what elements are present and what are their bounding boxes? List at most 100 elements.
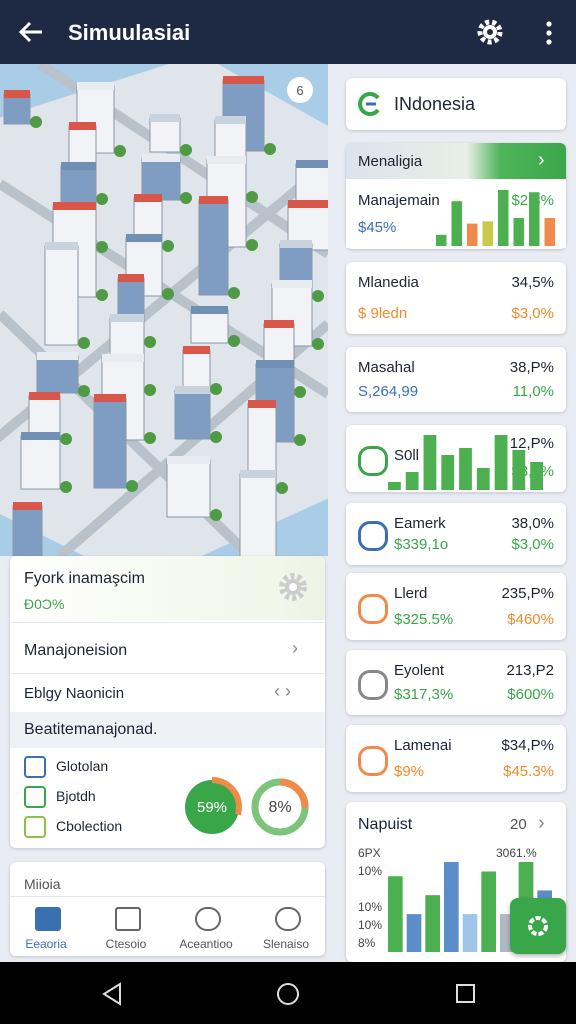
city-map[interactable]: 6 <box>0 64 328 556</box>
back-button[interactable] <box>18 20 44 44</box>
stat-sub: S,264,99 <box>358 383 419 400</box>
item-icon <box>24 756 46 778</box>
bar <box>529 192 540 246</box>
chart-label: 8% <box>358 936 376 950</box>
roof <box>13 502 42 510</box>
roof <box>45 242 78 250</box>
tree <box>276 482 288 494</box>
tree <box>180 144 192 156</box>
roof <box>134 194 162 202</box>
bottom-nav: Eeaoria Ctesoio Aceantioo Slenaiso <box>10 896 325 957</box>
stat-card[interactable]: Manajemain$2,8%$45% <box>346 180 566 248</box>
building <box>198 199 229 296</box>
stat-name: Mlanedia <box>358 274 419 291</box>
stat-sub-value: 11,0% <box>512 383 554 400</box>
roof <box>215 116 246 124</box>
building <box>190 309 229 344</box>
chart-label: 10% <box>358 900 383 914</box>
tree <box>114 145 126 157</box>
roof <box>77 82 114 90</box>
settings-button[interactable] <box>476 18 504 46</box>
roof <box>150 114 180 122</box>
stat-card[interactable]: Llerd 235,P% $325.5% $460% <box>346 573 566 640</box>
building <box>239 473 277 556</box>
tree <box>294 386 306 398</box>
stat-card[interactable]: Mlanedia 34,5% $ 9ledn $3,0% <box>346 262 566 334</box>
bar <box>451 201 462 246</box>
nav-label[interactable]: Ctesoio <box>105 937 147 951</box>
header-strip[interactable] <box>346 143 566 179</box>
brand-card[interactable]: INdonesia <box>346 78 566 130</box>
bar <box>467 223 478 246</box>
gauge-label: 59% <box>197 799 227 816</box>
map-badge: 6 <box>296 83 303 98</box>
menu-button[interactable] <box>544 20 554 46</box>
nav-icon[interactable] <box>195 907 221 931</box>
nav-icon[interactable] <box>35 907 61 931</box>
bar <box>530 462 543 490</box>
row[interactable] <box>10 622 325 674</box>
stat-card[interactable]: Lamenai $34,P% $9% $45.3% <box>346 725 566 792</box>
settings-icon[interactable] <box>278 572 308 602</box>
stat-sub: $ 9ledn <box>358 305 408 322</box>
stat-card[interactable]: Eyolent 213,P2 $317,3% $600% <box>346 650 566 715</box>
tree <box>264 143 276 155</box>
stat-name: Eyolent <box>394 662 445 679</box>
roof <box>280 240 312 248</box>
stat-card[interactable]: Eamerk 38,0% $339,1o $3,0% <box>346 503 566 565</box>
roof <box>272 280 312 288</box>
tree <box>246 239 258 251</box>
roof <box>142 154 180 162</box>
item-label: Cbolection <box>56 818 123 834</box>
pager[interactable]: ‹ › <box>274 681 291 701</box>
bar <box>462 914 478 952</box>
bar <box>513 218 524 246</box>
stat-sub: $325.5% <box>394 611 454 628</box>
tree <box>162 288 174 300</box>
bar <box>512 450 526 490</box>
stat-value: $34,P% <box>501 737 554 754</box>
roof <box>4 90 30 98</box>
roof <box>29 392 60 400</box>
nav-icon[interactable] <box>115 907 141 931</box>
bar <box>498 190 509 246</box>
card-title: Fyork inamaşcim <box>24 570 145 587</box>
roof <box>167 456 210 464</box>
stat-value: 38,P% <box>509 359 554 376</box>
nav-label[interactable]: Slenaiso <box>262 937 310 951</box>
stat-value: 235,P% <box>501 585 554 602</box>
roof <box>207 156 246 164</box>
roof <box>126 234 162 242</box>
bar <box>482 221 493 246</box>
system-buttons[interactable] <box>100 982 476 1006</box>
roof <box>240 470 276 478</box>
header-label: Menaligia <box>358 153 423 170</box>
roof <box>191 306 228 314</box>
chevron: › <box>292 638 298 658</box>
bar <box>494 435 508 490</box>
building <box>141 157 181 201</box>
stat-name: Manajemain <box>358 192 440 209</box>
roof <box>61 162 96 170</box>
chart-label: 10% <box>358 918 383 932</box>
roof <box>264 320 294 328</box>
bar <box>423 435 437 490</box>
brand-name: INdonesia <box>394 94 476 114</box>
nav-icon[interactable] <box>275 907 301 931</box>
tree <box>162 240 174 252</box>
nav-label[interactable]: Aceantioo <box>179 937 233 951</box>
nav-label[interactable]: Eeaoria <box>25 937 67 951</box>
building <box>44 245 79 346</box>
mini-chart <box>388 435 543 490</box>
chart-label: 6PX <box>358 846 381 860</box>
bottom-card: Miioia Eeaoria Ctesoio Aceantioo Slenaiso <box>10 862 325 956</box>
section <box>10 712 325 748</box>
stat-card[interactable]: Masahal 38,P% S,264,99 11,0% <box>346 347 566 412</box>
fab[interactable] <box>510 898 566 954</box>
tree <box>78 385 90 397</box>
building <box>36 355 79 394</box>
tree <box>294 434 306 446</box>
building <box>149 117 181 153</box>
chevron: › <box>538 149 545 171</box>
